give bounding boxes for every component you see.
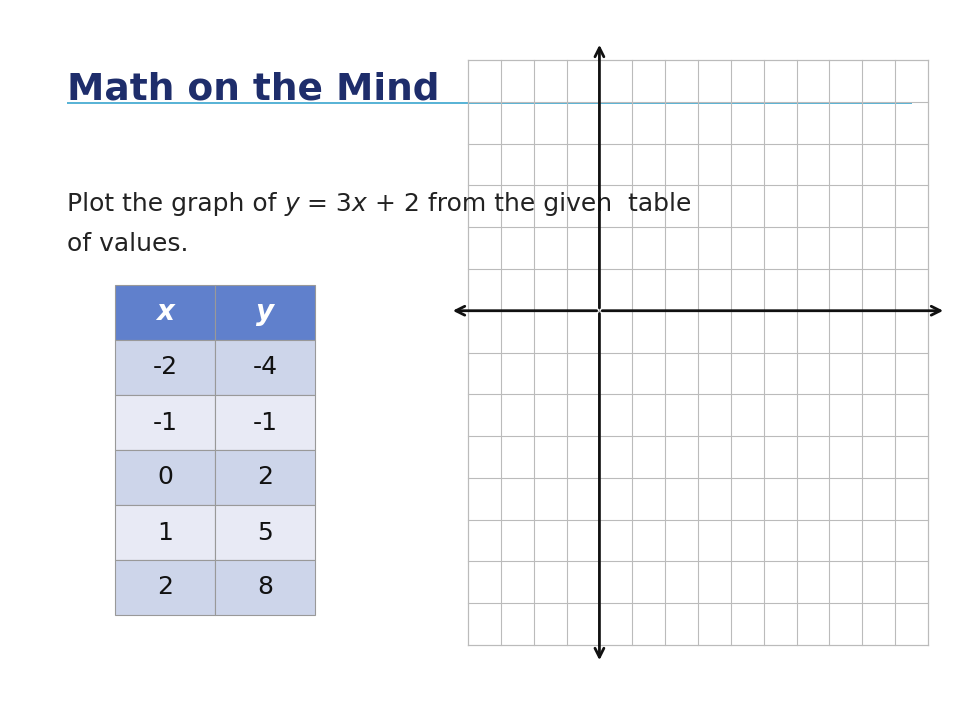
Bar [215,450,315,505]
Text: Math on the Mind: Math on the Mind [67,72,440,108]
Text: = 3: = 3 [300,192,352,216]
Text: 5: 5 [257,521,273,544]
Bar [115,395,215,450]
Text: of values.: of values. [67,232,188,256]
Text: y: y [256,299,274,326]
Text: y: y [284,192,300,216]
Bar [215,340,315,395]
Bar [215,285,315,340]
Text: Plot the graph of: Plot the graph of [67,192,284,216]
Text: 2: 2 [257,466,273,490]
Bar [115,340,215,395]
Text: -1: -1 [252,410,277,434]
Bar [115,560,215,615]
Text: + 2 from the given  table: + 2 from the given table [367,192,691,216]
Bar [115,285,215,340]
Text: 2: 2 [157,575,173,600]
Text: -4: -4 [252,356,277,379]
Text: 0: 0 [157,466,173,490]
Text: 1: 1 [157,521,173,544]
Text: x: x [352,192,367,216]
Bar [215,560,315,615]
Text: 8: 8 [257,575,273,600]
Text: -2: -2 [153,356,178,379]
Bar [115,450,215,505]
Text: -1: -1 [153,410,178,434]
Bar [215,395,315,450]
Bar [215,505,315,560]
Bar [115,505,215,560]
Text: x: x [156,299,174,326]
